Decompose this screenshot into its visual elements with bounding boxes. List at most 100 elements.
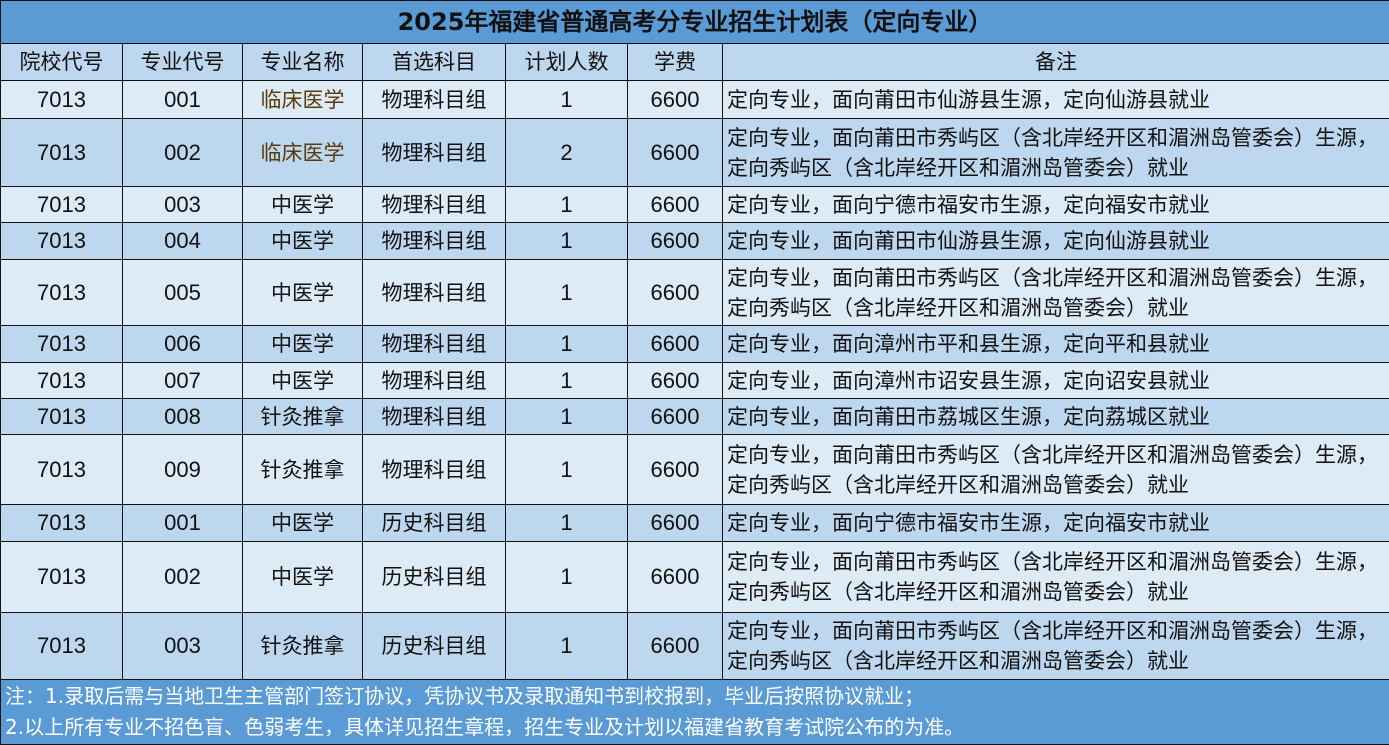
cell-major-code: 002	[123, 542, 243, 613]
cell-subject: 历史科目组	[363, 613, 506, 680]
cell-major-code: 001	[123, 505, 243, 542]
cell-remarks: 定向专业，面向莆田市仙游县生源，定向仙游县就业	[723, 223, 1389, 260]
cell-subject: 物理科目组	[363, 223, 506, 260]
cell-remarks: 定向专业，面向宁德市福安市生源，定向福安市就业	[723, 187, 1389, 223]
cell-school-code: 7013	[1, 505, 123, 542]
cell-subject: 物理科目组	[363, 326, 506, 363]
cell-subject: 物理科目组	[363, 363, 506, 399]
cell-school-code: 7013	[1, 326, 123, 363]
column-header-major-name: 专业名称	[243, 44, 363, 81]
cell-tuition: 6600	[628, 187, 723, 223]
cell-major-code: 002	[123, 119, 243, 187]
cell-remarks: 定向专业，面向漳州市诏安县生源，定向诏安县就业	[723, 363, 1389, 399]
cell-plan-count: 1	[506, 542, 628, 613]
cell-subject: 物理科目组	[363, 187, 506, 223]
cell-subject: 物理科目组	[363, 399, 506, 435]
cell-tuition: 6600	[628, 613, 723, 680]
cell-major-code: 003	[123, 187, 243, 223]
column-header-major-code: 专业代号	[123, 44, 243, 81]
cell-major-code: 009	[123, 435, 243, 505]
cell-subject: 物理科目组	[363, 260, 506, 326]
cell-major-code: 007	[123, 363, 243, 399]
cell-major-name: 临床医学	[243, 81, 363, 119]
cell-plan-count: 1	[506, 260, 628, 326]
cell-tuition: 6600	[628, 223, 723, 260]
cell-major-name: 中医学	[243, 187, 363, 223]
cell-major-name: 中医学	[243, 326, 363, 363]
cell-school-code: 7013	[1, 363, 123, 399]
cell-plan-count: 1	[506, 223, 628, 260]
cell-tuition: 6600	[628, 363, 723, 399]
cell-school-code: 7013	[1, 81, 123, 119]
cell-plan-count: 1	[506, 326, 628, 363]
cell-major-name: 中医学	[243, 542, 363, 613]
cell-school-code: 7013	[1, 119, 123, 187]
cell-plan-count: 2	[506, 119, 628, 187]
cell-tuition: 6600	[628, 505, 723, 542]
cell-plan-count: 1	[506, 505, 628, 542]
cell-school-code: 7013	[1, 187, 123, 223]
cell-remarks: 定向专业，面向莆田市秀屿区（含北岸经开区和湄洲岛管委会）生源，定向秀屿区（含北岸…	[723, 119, 1389, 187]
cell-major-name: 针灸推拿	[243, 435, 363, 505]
cell-tuition: 6600	[628, 260, 723, 326]
cell-tuition: 6600	[628, 542, 723, 613]
cell-remarks: 定向专业，面向莆田市秀屿区（含北岸经开区和湄洲岛管委会）生源，定向秀屿区（含北岸…	[723, 435, 1389, 505]
cell-major-name: 中医学	[243, 260, 363, 326]
cell-school-code: 7013	[1, 260, 123, 326]
column-header-remarks: 备注	[723, 44, 1389, 81]
cell-remarks: 定向专业，面向漳州市平和县生源，定向平和县就业	[723, 326, 1389, 363]
cell-major-code: 006	[123, 326, 243, 363]
cell-school-code: 7013	[1, 435, 123, 505]
cell-major-name: 针灸推拿	[243, 613, 363, 680]
cell-remarks: 定向专业，面向莆田市荔城区生源，定向荔城区就业	[723, 399, 1389, 435]
cell-plan-count: 1	[506, 435, 628, 505]
column-header-school-code: 院校代号	[1, 44, 123, 81]
cell-remarks: 定向专业，面向宁德市福安市生源，定向福安市就业	[723, 505, 1389, 542]
column-header-tuition: 学费	[628, 44, 723, 81]
cell-major-name: 临床医学	[243, 119, 363, 187]
cell-major-code: 004	[123, 223, 243, 260]
cell-school-code: 7013	[1, 223, 123, 260]
table-title: 2025年福建省普通高考分专业招生计划表（定向专业）	[1, 1, 1389, 44]
cell-major-name: 中医学	[243, 223, 363, 260]
cell-plan-count: 1	[506, 81, 628, 119]
cell-plan-count: 1	[506, 187, 628, 223]
cell-plan-count: 1	[506, 613, 628, 680]
cell-subject: 历史科目组	[363, 505, 506, 542]
cell-remarks: 定向专业，面向莆田市秀屿区（含北岸经开区和湄洲岛管委会）生源，定向秀屿区（含北岸…	[723, 613, 1389, 680]
cell-subject: 物理科目组	[363, 119, 506, 187]
cell-plan-count: 1	[506, 399, 628, 435]
cell-tuition: 6600	[628, 119, 723, 187]
cell-major-code: 008	[123, 399, 243, 435]
cell-tuition: 6600	[628, 81, 723, 119]
cell-school-code: 7013	[1, 542, 123, 613]
cell-remarks: 定向专业，面向莆田市仙游县生源，定向仙游县就业	[723, 81, 1389, 119]
cell-tuition: 6600	[628, 435, 723, 505]
cell-major-code: 005	[123, 260, 243, 326]
cell-subject: 物理科目组	[363, 81, 506, 119]
cell-remarks: 定向专业，面向莆田市秀屿区（含北岸经开区和湄洲岛管委会）生源，定向秀屿区（含北岸…	[723, 260, 1389, 326]
cell-tuition: 6600	[628, 399, 723, 435]
cell-tuition: 6600	[628, 326, 723, 363]
cell-major-name: 中医学	[243, 363, 363, 399]
cell-subject: 物理科目组	[363, 435, 506, 505]
cell-subject: 历史科目组	[363, 542, 506, 613]
footer-note-2: 2.以上所有专业不招色盲、色弱考生，具体详见招生章程，招生专业及计划以福建省教育…	[5, 712, 1389, 743]
cell-school-code: 7013	[1, 399, 123, 435]
footer-note-1: 注：1.录取后需与当地卫生主管部门签订协议，凭协议书及录取通知书到校报到，毕业后…	[5, 681, 1389, 712]
cell-school-code: 7013	[1, 613, 123, 680]
cell-major-name: 中医学	[243, 505, 363, 542]
cell-major-name: 针灸推拿	[243, 399, 363, 435]
